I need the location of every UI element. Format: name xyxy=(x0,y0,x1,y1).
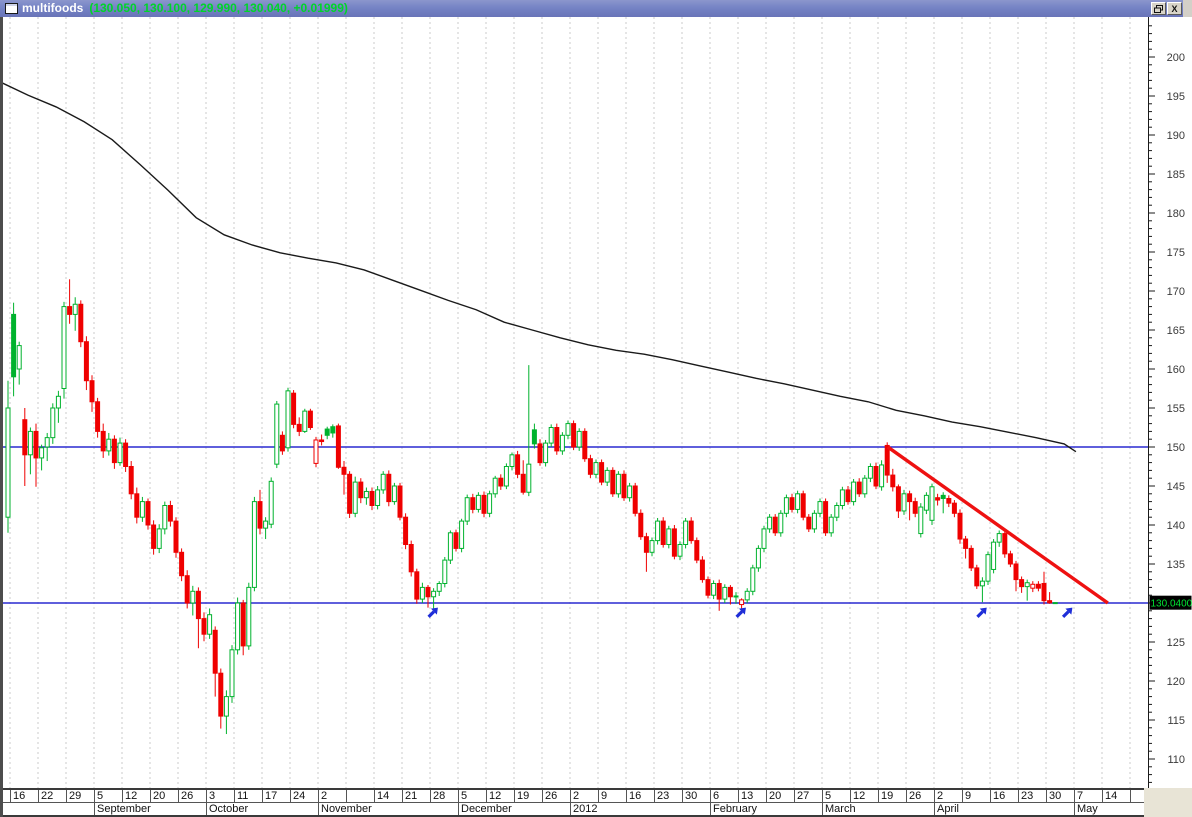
price-axis-label: 150 xyxy=(1167,442,1185,454)
month-label-cell: 2012 xyxy=(570,803,710,815)
price-axis-label: 145 xyxy=(1167,481,1185,493)
up-right-arrow-icon[interactable] xyxy=(974,605,989,620)
week-label-cell: 26 xyxy=(906,790,934,802)
price-axis-label: 135 xyxy=(1167,559,1185,571)
up-right-arrow-icon[interactable] xyxy=(1060,605,1075,620)
week-label-cell: 5 xyxy=(94,790,122,802)
week-label-cell: 7 xyxy=(1074,790,1102,802)
price-axis-label: 160 xyxy=(1167,364,1185,376)
week-label-cell: 12 xyxy=(850,790,878,802)
month-label-cell: December xyxy=(458,803,570,815)
week-label-cell: 19 xyxy=(878,790,906,802)
week-label-cell: 17 xyxy=(262,790,290,802)
price-axis[interactable]: 200 195 190 185 180 175 170 165 160 155 150 145 140 1… xyxy=(1148,17,1192,790)
window-left-border xyxy=(0,17,3,817)
downtrend-line[interactable] xyxy=(886,445,1109,605)
week-label-cell: 13 xyxy=(738,790,766,802)
week-label-cell: 9 xyxy=(962,790,990,802)
week-label-cell: 26 xyxy=(178,790,206,802)
month-label-cell: March xyxy=(822,803,934,815)
price-axis-label: 200 xyxy=(1167,52,1185,64)
week-label-cell: 21 xyxy=(402,790,430,802)
restore-icon xyxy=(1154,4,1163,13)
month-label-cell: October xyxy=(206,803,318,815)
week-label-cell: 5 xyxy=(822,790,850,802)
date-axis[interactable]: 16 22 29 5 12 20 26 3 11 17 24 2 14 21 28 5 12 19 26 2 9 16 23… xyxy=(3,788,1146,817)
ohlc-quote-text: (130.050, 130.100, 129.990, 130.040, +0.… xyxy=(89,1,348,15)
month-label-cell: May xyxy=(1074,803,1146,815)
system-menu-icon[interactable] xyxy=(5,3,18,14)
up-right-arrow-icon[interactable] xyxy=(426,605,441,620)
candles-layer xyxy=(5,279,1058,735)
week-label-cell: 12 xyxy=(122,790,150,802)
week-label-cell: 23 xyxy=(654,790,682,802)
week-label-cell: 30 xyxy=(1046,790,1074,802)
week-label-cell: 2 xyxy=(934,790,962,802)
up-right-arrow-icon[interactable] xyxy=(734,605,749,620)
moving-average-line[interactable] xyxy=(3,82,1077,453)
close-button[interactable]: X xyxy=(1167,2,1182,15)
week-label-cell: 19 xyxy=(514,790,542,802)
week-label-cell: 5 xyxy=(458,790,486,802)
week-label-cell: 14 xyxy=(1102,790,1130,802)
window-title: multifoods xyxy=(22,1,84,15)
last-price-tag[interactable]: 130.0400 xyxy=(1149,595,1192,610)
chart-plot-area[interactable] xyxy=(3,17,1148,788)
week-label-cell: 3 xyxy=(206,790,234,802)
week-label-cell: 23 xyxy=(1018,790,1046,802)
week-label-cell: 9 xyxy=(598,790,626,802)
price-axis-label: 120 xyxy=(1167,676,1185,688)
price-axis-label: 125 xyxy=(1167,637,1185,649)
week-label-cell: 16 xyxy=(626,790,654,802)
date-axis-months: September October November December 2012 Febr… xyxy=(3,803,1146,815)
price-axis-label: 190 xyxy=(1167,130,1185,142)
week-label-cell: 22 xyxy=(38,790,66,802)
window-titlebar[interactable]: multifoods (130.050, 130.100, 129.990, 1… xyxy=(0,0,1183,17)
price-axis-label: 110 xyxy=(1167,754,1185,766)
week-label-cell: 11 xyxy=(234,790,262,802)
week-label-cell: 12 xyxy=(486,790,514,802)
week-label-cell: 14 xyxy=(374,790,402,802)
price-axis-label: 165 xyxy=(1167,325,1185,337)
month-label-cell: September xyxy=(94,803,206,815)
week-label-cell: 20 xyxy=(150,790,178,802)
price-axis-label: 170 xyxy=(1167,286,1185,298)
price-axis-label: 180 xyxy=(1167,208,1185,220)
week-label-cell: 6 xyxy=(710,790,738,802)
week-label-cell: 16 xyxy=(10,790,38,802)
price-axis-label: 185 xyxy=(1167,169,1185,181)
restore-button[interactable] xyxy=(1151,2,1166,15)
buy-signal-arrows[interactable] xyxy=(426,605,1076,620)
week-label-cell: 2 xyxy=(570,790,598,802)
price-axis-label: 140 xyxy=(1167,520,1185,532)
month-label-cell: February xyxy=(710,803,822,815)
week-label-cell: 28 xyxy=(430,790,458,802)
week-label-cell: 29 xyxy=(66,790,94,802)
week-label-cell: 2 xyxy=(318,790,346,802)
week-label-cell xyxy=(1130,790,1146,802)
date-axis-days: 16 22 29 5 12 20 26 3 11 17 24 2 14 21 28 5 12 19 26 2 9 16 23… xyxy=(3,790,1146,803)
month-label-cell: April xyxy=(934,803,1074,815)
price-axis-label: 195 xyxy=(1167,91,1185,103)
axis-corner-panel xyxy=(1144,788,1192,817)
week-label-cell: 27 xyxy=(794,790,822,802)
week-gridlines xyxy=(9,17,1131,788)
week-label-cell xyxy=(346,790,374,802)
week-label-cell: 30 xyxy=(682,790,710,802)
price-axis-label: 155 xyxy=(1167,403,1185,415)
week-label-cell: 24 xyxy=(290,790,318,802)
week-label-cell: 16 xyxy=(990,790,1018,802)
price-axis-label: 115 xyxy=(1167,715,1185,727)
month-label-cell: November xyxy=(318,803,458,815)
svg-text:130.0400: 130.0400 xyxy=(1151,599,1192,610)
titlebar-right-cap xyxy=(1183,0,1192,17)
week-label-cell: 20 xyxy=(766,790,794,802)
week-label-cell: 26 xyxy=(542,790,570,802)
price-axis-label: 175 xyxy=(1167,247,1185,259)
